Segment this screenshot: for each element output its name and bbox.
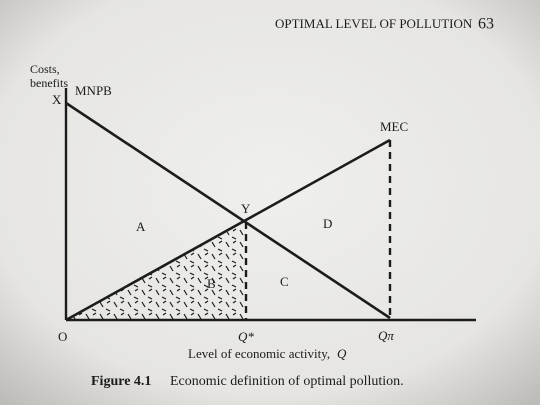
caption-text: Economic definition of optimal pollution…	[170, 374, 404, 389]
x-axis-symbol: Q	[337, 346, 347, 361]
area-label: D	[323, 216, 332, 231]
area-label: A	[136, 219, 146, 234]
x-axis-label: Level of economic activity,	[188, 346, 330, 361]
point-label: X	[52, 92, 62, 107]
mec-line	[65, 138, 391, 322]
point-label: O	[58, 329, 67, 344]
point-label: Y	[241, 201, 251, 216]
area-label: C	[280, 274, 289, 289]
area-label: B	[207, 276, 216, 291]
y-axis-label: Costs,	[30, 62, 60, 76]
page-number: 63	[478, 16, 494, 33]
curve-label: MNPB	[75, 83, 112, 98]
curve-label: MEC	[380, 119, 408, 134]
point-label: Qπ	[378, 328, 394, 343]
running-title: OPTIMAL LEVEL OF POLLUTION	[275, 16, 473, 31]
caption-number: Figure 4.1	[91, 374, 151, 389]
y-axis-label: benefits	[30, 76, 68, 90]
point-label: Q*	[238, 329, 254, 344]
mnpb-line	[65, 101, 391, 320]
